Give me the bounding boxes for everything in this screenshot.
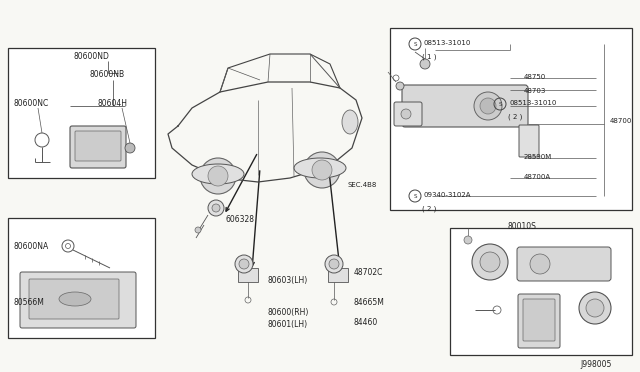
Text: ( 2 ): ( 2 ) <box>422 206 436 212</box>
Text: S: S <box>413 193 417 199</box>
Circle shape <box>420 59 430 69</box>
Text: 09340-3102A: 09340-3102A <box>424 192 472 198</box>
Circle shape <box>464 236 472 244</box>
Text: ( 1 ): ( 1 ) <box>422 54 436 61</box>
Text: 80600(RH): 80600(RH) <box>268 308 309 317</box>
Bar <box>238 268 258 282</box>
FancyBboxPatch shape <box>394 102 422 126</box>
Bar <box>328 268 348 282</box>
Bar <box>8 218 155 338</box>
FancyBboxPatch shape <box>523 299 555 341</box>
Circle shape <box>480 252 500 272</box>
Text: 48700: 48700 <box>610 118 632 124</box>
Circle shape <box>235 255 253 273</box>
Text: SEC.4B8: SEC.4B8 <box>348 182 378 188</box>
Circle shape <box>304 152 340 188</box>
Text: 80603(LH): 80603(LH) <box>268 276 308 285</box>
Circle shape <box>530 254 550 274</box>
Ellipse shape <box>59 292 91 306</box>
Ellipse shape <box>294 158 346 178</box>
Circle shape <box>480 98 496 114</box>
Circle shape <box>200 158 236 194</box>
Text: 28590M: 28590M <box>524 154 552 160</box>
Bar <box>390 28 632 210</box>
Text: S: S <box>413 42 417 46</box>
Text: S: S <box>499 102 502 106</box>
Circle shape <box>396 82 404 90</box>
FancyBboxPatch shape <box>29 279 119 319</box>
Text: 84665M: 84665M <box>354 298 385 307</box>
Circle shape <box>212 204 220 212</box>
FancyBboxPatch shape <box>402 85 528 127</box>
Circle shape <box>125 143 135 153</box>
Circle shape <box>586 299 604 317</box>
Text: 80566M: 80566M <box>14 298 45 307</box>
Circle shape <box>208 200 224 216</box>
Circle shape <box>312 160 332 180</box>
Text: ( 2 ): ( 2 ) <box>508 114 522 121</box>
Text: 80600ND: 80600ND <box>74 52 110 61</box>
Circle shape <box>325 255 343 273</box>
Circle shape <box>472 244 508 280</box>
Text: 08513-31010: 08513-31010 <box>424 40 472 46</box>
Circle shape <box>579 292 611 324</box>
Text: 80600NC: 80600NC <box>14 99 49 108</box>
Ellipse shape <box>192 164 244 184</box>
Text: 48702C: 48702C <box>354 268 383 277</box>
Text: 80010S: 80010S <box>508 222 537 231</box>
FancyBboxPatch shape <box>20 272 136 328</box>
Circle shape <box>239 259 249 269</box>
FancyBboxPatch shape <box>519 125 539 157</box>
Circle shape <box>329 259 339 269</box>
Circle shape <box>474 92 502 120</box>
FancyBboxPatch shape <box>70 126 126 168</box>
FancyBboxPatch shape <box>517 247 611 281</box>
Text: 84460: 84460 <box>354 318 378 327</box>
Text: J998005: J998005 <box>580 360 611 369</box>
FancyBboxPatch shape <box>75 131 121 161</box>
Circle shape <box>195 227 201 233</box>
Circle shape <box>208 166 228 186</box>
Ellipse shape <box>342 110 358 134</box>
Circle shape <box>401 109 411 119</box>
Text: 80601(LH): 80601(LH) <box>268 320 308 329</box>
Bar <box>8 48 155 178</box>
Text: 80600NA: 80600NA <box>14 242 49 251</box>
Text: 08513-31010: 08513-31010 <box>510 100 557 106</box>
Text: 48700A: 48700A <box>524 174 551 180</box>
FancyBboxPatch shape <box>518 294 560 348</box>
Text: 48703: 48703 <box>524 88 547 94</box>
Text: 80604H: 80604H <box>98 99 128 108</box>
Text: 80600NB: 80600NB <box>90 70 125 79</box>
Text: 48750: 48750 <box>524 74 547 80</box>
Bar <box>450 228 632 355</box>
Text: 606328: 606328 <box>226 215 255 224</box>
